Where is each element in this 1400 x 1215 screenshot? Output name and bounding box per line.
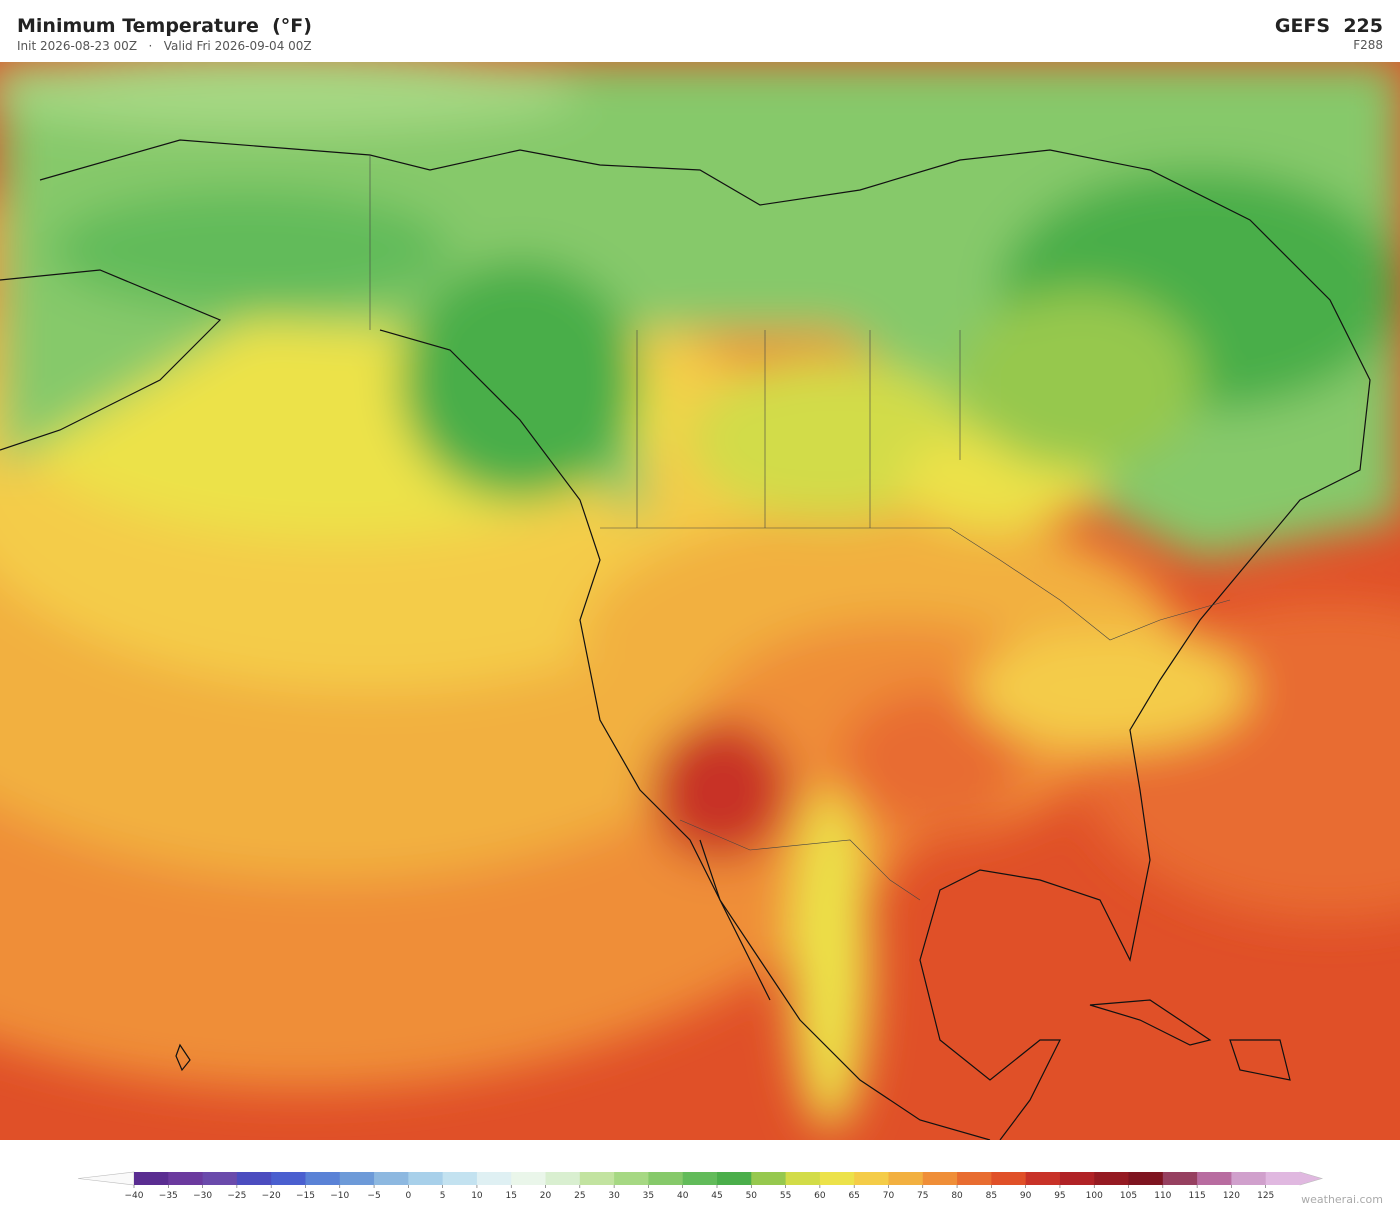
colorbar-tick-label: 20 xyxy=(540,1191,552,1200)
colorbar-swatch xyxy=(1094,1172,1130,1185)
colorbar-swatch xyxy=(717,1172,752,1185)
colorbar-swatch xyxy=(511,1172,547,1185)
colorbar-tick-label: 120 xyxy=(1223,1191,1240,1200)
colorbar-tick-label: 110 xyxy=(1154,1191,1171,1200)
colorbar-tick-label: −10 xyxy=(330,1191,349,1200)
colorbar-swatch xyxy=(854,1172,889,1185)
colorbar-swatch xyxy=(819,1172,855,1185)
temperature-map xyxy=(0,62,1400,1140)
coastlines xyxy=(0,139,1371,1140)
colorbar-tick-label: 125 xyxy=(1257,1191,1274,1200)
colorbar-tick-label: 35 xyxy=(643,1191,654,1200)
colorbar-tick-label: 75 xyxy=(917,1191,928,1200)
colorbar-tick-label: 55 xyxy=(780,1191,791,1200)
colorbar-swatch xyxy=(957,1172,992,1185)
title: Minimum Temperature (°F) xyxy=(17,15,312,37)
colorbar-extend-high xyxy=(1299,1171,1324,1186)
colorbar-swatch xyxy=(614,1172,649,1185)
colorbar-swatch xyxy=(202,1172,238,1185)
colorbar-tick-label: 65 xyxy=(848,1191,859,1200)
colorbar-tick-label: 70 xyxy=(883,1191,895,1200)
colorbar-tick-label: 115 xyxy=(1189,1191,1206,1200)
colorbar-swatch xyxy=(648,1172,684,1185)
colorbar-tick-label: 80 xyxy=(951,1191,963,1200)
colorbar-tick-label: 60 xyxy=(814,1191,826,1200)
colorbar-swatch xyxy=(1162,1172,1198,1185)
colorbar-tick-label: 15 xyxy=(506,1191,517,1200)
colorbar-swatch xyxy=(305,1172,341,1185)
temperature-field xyxy=(0,62,1400,1140)
colorbar-swatch xyxy=(922,1172,958,1185)
colorbar-tick-label: −15 xyxy=(296,1191,315,1200)
colorbar-swatch xyxy=(1197,1172,1232,1185)
colorbar-swatch xyxy=(168,1172,204,1185)
colorbar-tick-label: 105 xyxy=(1120,1191,1137,1200)
colorbar-swatch xyxy=(339,1172,375,1185)
colorbar-swatch xyxy=(545,1172,581,1185)
colorbar-tick-label: −5 xyxy=(367,1191,380,1200)
colorbar-swatch xyxy=(1231,1172,1267,1185)
borders xyxy=(369,155,1231,901)
colorbar-swatch xyxy=(1025,1172,1061,1185)
colorbar-swatch xyxy=(888,1172,924,1185)
colorbar-tick-label: 100 xyxy=(1086,1191,1103,1200)
colorbar-tick-label: −40 xyxy=(125,1191,144,1200)
watermark: weatherai.com xyxy=(1301,1193,1383,1206)
colorbar-tick-label: 45 xyxy=(711,1191,722,1200)
colorbar-tick-label: 0 xyxy=(405,1191,411,1200)
colorbar-swatch xyxy=(1128,1172,1164,1185)
forecast-hour: F288 xyxy=(1353,38,1383,52)
colorbar-tick-label: 95 xyxy=(1054,1191,1065,1200)
subtitle: Init 2026-08-23 00Z · Valid Fri 2026-09-… xyxy=(17,39,312,53)
colorbar-tick-label: 25 xyxy=(574,1191,585,1200)
colorbar-tick-label: 40 xyxy=(677,1191,689,1200)
colorbar-swatch xyxy=(476,1172,512,1185)
colorbar-tick-label: 90 xyxy=(1020,1191,1032,1200)
colorbar-tick-label: 30 xyxy=(608,1191,620,1200)
colorbar: −40 −35 −30 −25 −20 −15 −10 −5 0 5 10 15 20 25 30 35 40 4… xyxy=(77,1171,1324,1200)
colorbar-swatch xyxy=(374,1172,409,1185)
colorbar-swatch xyxy=(785,1172,821,1185)
colorbar-swatch xyxy=(991,1172,1027,1185)
colorbar-swatch xyxy=(408,1172,444,1185)
colorbar-tick-label: −25 xyxy=(227,1191,246,1200)
colorbar-tick-label: 10 xyxy=(471,1191,483,1200)
colorbar-swatch xyxy=(579,1172,615,1185)
colorbar-swatch xyxy=(682,1172,718,1185)
colorbar-tick-label: −30 xyxy=(193,1191,212,1200)
colorbar-swatch xyxy=(134,1172,169,1185)
model-name: GEFS 225 xyxy=(1274,15,1383,37)
colorbar-extend-low xyxy=(77,1171,135,1186)
colorbar-tick-label: −35 xyxy=(159,1191,178,1200)
colorbar-swatch xyxy=(271,1172,306,1185)
colorbar-swatch xyxy=(751,1172,787,1185)
colorbar-tick-label: 50 xyxy=(746,1191,758,1200)
colorbar-swatch xyxy=(442,1172,478,1185)
colorbar-swatch xyxy=(236,1172,272,1185)
colorbar-tick-label: 85 xyxy=(986,1191,997,1200)
colorbar-tick-label: 5 xyxy=(440,1191,446,1200)
colorbar-swatch xyxy=(1059,1172,1095,1185)
colorbar-tick-label: −20 xyxy=(262,1191,281,1200)
colorbar-swatch xyxy=(1265,1172,1301,1185)
